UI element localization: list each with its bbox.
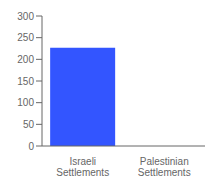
svg-text:200: 200	[17, 54, 34, 65]
svg-text:PalestinianSettlements: PalestinianSettlements	[138, 156, 191, 178]
svg-text:100: 100	[17, 97, 34, 108]
svg-text:50: 50	[23, 119, 35, 130]
svg-text:300: 300	[17, 11, 34, 22]
svg-text:150: 150	[17, 76, 34, 87]
svg-text:250: 250	[17, 32, 34, 43]
svg-text:IsraeliSettlements: IsraeliSettlements	[56, 156, 109, 178]
svg-text:0: 0	[28, 141, 34, 152]
